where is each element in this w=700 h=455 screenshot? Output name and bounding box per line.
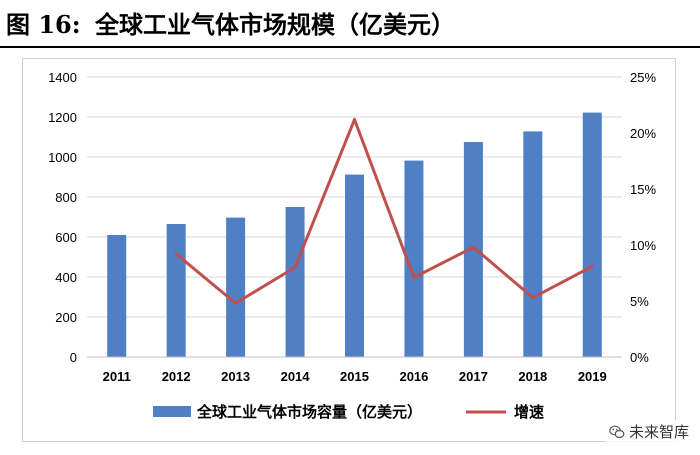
bar (345, 174, 364, 357)
x-tick-label: 2012 (162, 369, 191, 384)
y-left-tick-label: 800 (55, 190, 77, 205)
wechat-icon (609, 425, 625, 438)
bar (226, 217, 246, 357)
figure-title-text: 全球工业气体市场规模（亿美元） (94, 10, 455, 39)
y-left-tick-label: 400 (55, 270, 77, 285)
y-left-tick-label: 0 (70, 350, 77, 365)
legend-bar-swatch (153, 406, 191, 417)
x-tick-label: 2013 (221, 369, 250, 384)
x-tick-label: 2018 (518, 369, 547, 384)
growth-point (353, 118, 356, 122)
growth-point (293, 265, 297, 269)
growth-point (174, 252, 178, 256)
growth-point (234, 301, 238, 305)
watermark: 未来智库 (605, 420, 692, 443)
x-tick-label: 2017 (459, 369, 488, 384)
legend-bar-label: 全球工业气体市场容量（亿美元） (196, 403, 422, 421)
bar (582, 112, 602, 357)
bar (166, 224, 186, 357)
y-right-tick-label: 0% (630, 350, 649, 365)
y-left-tick-label: 1400 (48, 70, 77, 85)
chart-frame (22, 58, 676, 442)
title-divider (0, 46, 700, 48)
figure-label: 图 (6, 10, 30, 39)
line-series (174, 118, 594, 305)
growth-point (471, 245, 475, 249)
y-left-tick-label: 200 (55, 310, 77, 325)
watermark-text: 未来智库 (628, 423, 689, 441)
axes: 0 200 400 600 800 1000 1200 1400 0% 5% 10% 15% 20% 25… (48, 70, 656, 384)
growth-line (175, 118, 593, 305)
legend-line-label: 增速 (514, 403, 544, 421)
bar (404, 160, 424, 357)
bar (107, 235, 127, 357)
x-tick-label: 2019 (578, 369, 607, 384)
y-left-tick-label: 1200 (48, 110, 77, 125)
y-right-tick-label: 20% (630, 126, 656, 141)
y-right-tick-label: 10% (630, 238, 656, 253)
y-right-tick-label: 25% (630, 70, 656, 85)
growth-point (590, 264, 594, 268)
x-tick-label: 2011 (103, 369, 131, 384)
figure-number: 16: (38, 10, 81, 39)
y-left-tick-label: 1000 (48, 150, 77, 165)
growth-point (531, 296, 535, 300)
y-right-tick-label: 15% (630, 182, 656, 197)
bar (285, 207, 305, 357)
y-left-tick-label: 600 (55, 230, 77, 245)
bar (463, 142, 483, 357)
x-tick-label: 2016 (399, 369, 428, 384)
legend: 全球工业气体市场容量（亿美元） 增速 (153, 403, 544, 421)
x-tick-label: 2014 (281, 369, 311, 384)
growth-point (412, 275, 416, 279)
figure-title: 图 16: 全球工业气体市场规模（亿美元） (6, 8, 455, 42)
bar-series (107, 112, 602, 357)
y-right-tick-label: 5% (630, 294, 649, 309)
bar (523, 131, 543, 357)
x-tick-label: 2015 (340, 369, 369, 384)
